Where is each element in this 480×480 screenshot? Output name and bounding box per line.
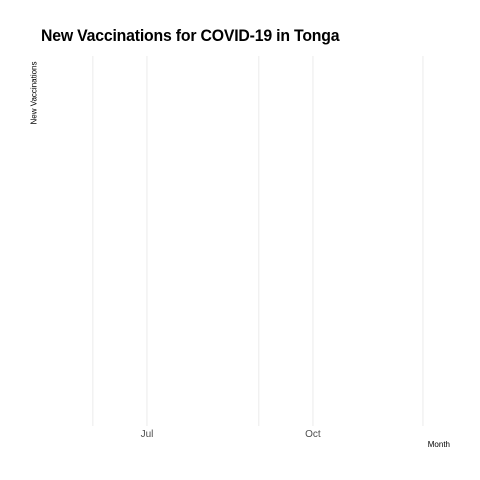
x-axis-label: Month <box>427 440 450 449</box>
x-tick-label-oct: Oct <box>305 429 321 440</box>
chart-title: New Vaccinations for COVID-19 in Tonga <box>41 26 340 45</box>
x-tick-label-jul: Jul <box>141 429 154 440</box>
